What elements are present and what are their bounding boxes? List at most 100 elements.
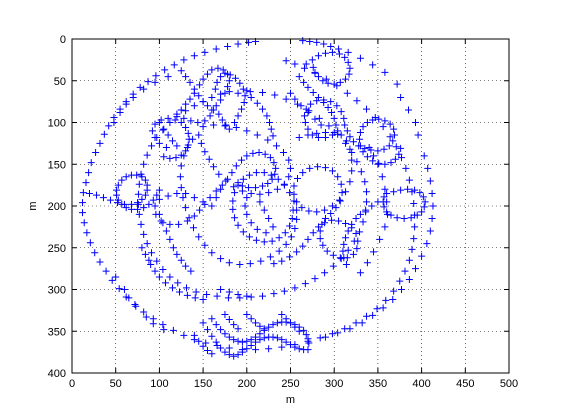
data-point [265, 345, 273, 353]
data-point [173, 189, 181, 197]
data-point [314, 134, 322, 142]
data-point [249, 149, 257, 157]
data-point [265, 189, 273, 197]
data-point [148, 127, 156, 135]
data-point [416, 189, 424, 197]
data-point [221, 330, 229, 338]
data-point [186, 78, 194, 86]
data-point [346, 178, 354, 186]
data-point [176, 288, 184, 296]
data-point [184, 141, 192, 149]
data-point [265, 215, 273, 223]
data-point [328, 167, 336, 175]
data-point [182, 284, 190, 292]
data-point [208, 93, 216, 101]
data-point [363, 153, 371, 161]
data-point [390, 287, 398, 295]
data-point [135, 180, 143, 188]
data-point [241, 202, 249, 210]
data-point [148, 249, 156, 257]
data-point [243, 311, 251, 319]
data-point [189, 224, 197, 232]
data-point [314, 223, 322, 231]
data-point [308, 56, 316, 64]
data-point [260, 325, 268, 333]
data-point [266, 253, 274, 261]
data-point [273, 185, 281, 193]
data-point [79, 189, 87, 197]
data-point [105, 122, 113, 130]
data-point [272, 164, 280, 172]
data-point [190, 89, 198, 97]
x-axis-label: m [286, 394, 295, 406]
data-point [210, 106, 218, 114]
data-point [293, 248, 301, 256]
data-point [114, 196, 122, 204]
data-point [91, 249, 99, 257]
data-point [300, 78, 308, 86]
data-point [353, 158, 361, 166]
data-point [380, 145, 388, 153]
data-point [225, 88, 233, 96]
data-point [401, 267, 409, 275]
data-point [222, 121, 230, 129]
data-point [429, 202, 437, 210]
data-point [275, 247, 283, 255]
data-point [231, 189, 239, 197]
data-point [428, 215, 436, 223]
data-point [161, 66, 169, 74]
data-point [328, 108, 336, 116]
data-point [341, 53, 349, 61]
data-point [180, 114, 188, 122]
data-point [309, 88, 317, 96]
data-point [327, 210, 335, 218]
data-point [224, 43, 232, 51]
data-point [268, 237, 276, 245]
data-point [357, 168, 365, 176]
data-point [247, 315, 255, 323]
data-point [411, 223, 419, 231]
data-point [305, 207, 313, 215]
data-point [182, 107, 190, 115]
data-point [405, 176, 413, 184]
data-point [299, 242, 307, 250]
data-point [108, 276, 116, 284]
data-point [190, 102, 198, 110]
data-point [301, 119, 309, 126]
data-point [234, 40, 242, 48]
data-point [243, 194, 251, 202]
data-point [295, 134, 303, 142]
data-point [159, 219, 167, 227]
data-point [191, 294, 199, 302]
data-point [243, 337, 251, 345]
data-point [190, 212, 198, 220]
data-point [151, 202, 159, 210]
data-point [311, 68, 319, 76]
data-point [153, 257, 161, 265]
data-point [96, 139, 104, 147]
data-point [83, 229, 91, 237]
data-point [221, 311, 229, 319]
data-point [160, 153, 168, 161]
data-point [221, 69, 229, 77]
data-point [307, 100, 315, 108]
data-point [315, 114, 323, 122]
data-point [201, 117, 209, 125]
data-point [182, 262, 190, 270]
data-point [314, 73, 322, 81]
data-point [342, 234, 350, 242]
data-point [260, 206, 268, 214]
data-point [213, 78, 221, 86]
data-point [186, 95, 194, 103]
data-point [243, 345, 251, 353]
data-point [348, 167, 356, 175]
data-point [317, 121, 325, 129]
data-point [375, 159, 383, 167]
data-point [282, 338, 290, 346]
data-point [201, 148, 209, 156]
data-point [157, 217, 165, 225]
data-point [228, 169, 236, 177]
data-point [164, 114, 172, 122]
data-point [336, 78, 344, 86]
data-point [208, 332, 216, 340]
